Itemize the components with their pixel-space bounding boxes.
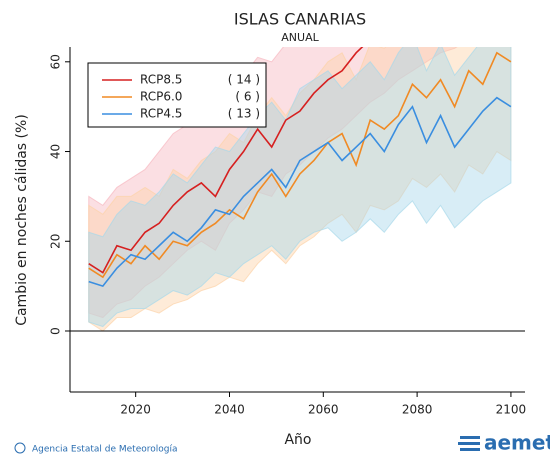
x-tick-label: 2080 [402,403,433,417]
lines [88,47,512,288]
legend-count: ( 6 ) [235,90,260,104]
logo-text: aemet [484,431,550,455]
legend-box [87,62,267,128]
x-axis-label: Año [284,432,311,448]
series-line [88,47,364,274]
y-tick-label: 40 [49,144,63,159]
legend-count: ( 14 ) [228,73,260,87]
chart-title: ISLAS CANARIAS [234,10,366,29]
legend-label: RCP8.5 [140,73,182,87]
x-tick-label: 2060 [308,403,339,417]
bands [88,47,512,332]
series-line [88,51,512,279]
y-axis-label: Cambio en noches cálidas (%) [14,114,30,326]
agency-name: Agencia Estatal de Meteorología [32,445,178,455]
y-tick-label: 60 [49,54,63,69]
y-tick-label: 20 [49,234,63,249]
x-tick-label: 2100 [496,403,527,417]
x-tick-label: 2040 [214,403,245,417]
legend-count: ( 13 ) [228,107,260,121]
x-tick-label: 2020 [120,403,151,417]
chart-subtitle: ANUAL [281,31,319,44]
series-line [88,96,512,288]
y-tick-label: 0 [49,327,63,335]
legend-label: RCP6.0 [140,90,182,104]
agency-icon [14,442,26,454]
logo-mark [458,436,480,451]
legend-label: RCP4.5 [140,107,182,121]
